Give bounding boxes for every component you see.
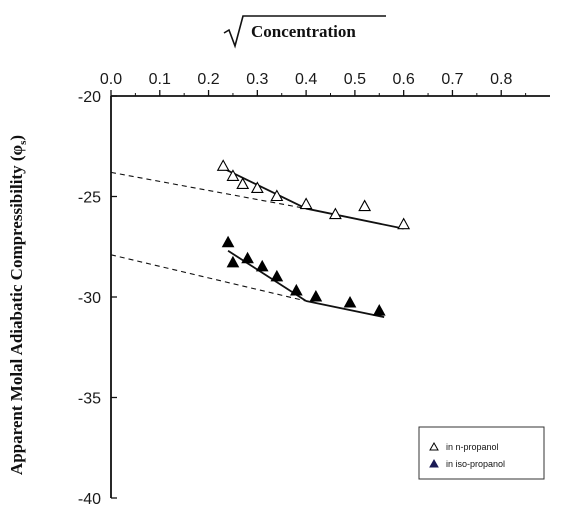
y-tick-label: -35 (78, 391, 101, 408)
legend-box (418, 426, 545, 480)
data-points (216, 159, 411, 316)
y-tick-label: -20 (78, 89, 101, 106)
open-triangle-point (250, 181, 264, 194)
filled-triangle-point (241, 251, 254, 264)
x-tick-label: 0.5 (344, 71, 366, 88)
open-triangle-point (358, 199, 372, 212)
filled-triangle-point (226, 255, 240, 268)
y-tick-label: -40 (78, 491, 101, 508)
x-tick-label: 0.8 (490, 71, 512, 88)
legend-label-n-propanol: in n-propanol (446, 442, 499, 452)
legend: in n-propanol in iso-propanol (418, 426, 545, 480)
x-tick-label: 0.7 (441, 71, 463, 88)
open-triangle-point (328, 207, 342, 220)
axes: 0.0 0.1 0.2 0.3 0.4 0.5 0.6 0.7 0.8 -20 -25 -30 -35 -… (78, 71, 550, 508)
open-triangle-point (299, 197, 313, 210)
filled-triangle-point (290, 283, 303, 296)
legend-label-iso-propanol: in iso-propanol (446, 459, 505, 469)
y-axis-label: Apparent Molal Adiabatic Compressibility… (7, 135, 29, 475)
x-tick-label: 0.3 (246, 71, 268, 88)
x-tick-label: 0.4 (295, 71, 317, 88)
x-tick-label: 0.6 (393, 71, 415, 88)
filled-triangle-point (343, 295, 357, 308)
filled-triangle-point (221, 235, 235, 248)
x-tick-label: 0.1 (149, 71, 171, 88)
x-tick-label: 0.2 (197, 71, 219, 88)
filled-triangle-point (309, 289, 323, 302)
y-axis-label-close: ) (7, 135, 26, 141)
fit-line-series-0 (305, 207, 404, 230)
x-axis-label: Concentration (251, 22, 356, 41)
open-triangle-point (226, 169, 240, 181)
open-triangle-point (397, 217, 411, 230)
filled-triangle-point (255, 259, 269, 272)
y-axis-label-text: Apparent Molal Adiabatic Compressibility… (7, 145, 26, 476)
open-triangle-point (236, 177, 250, 189)
x-tick-label: 0.0 (100, 71, 122, 88)
sqrt-sign (223, 15, 386, 49)
open-triangle-point (216, 159, 230, 171)
fit-line-series-1 (305, 300, 385, 318)
filled-triangle-point (372, 304, 386, 316)
y-axis-label-subscript: s (17, 140, 29, 145)
dashed-extrapolation-line-series-0 (110, 171, 307, 210)
dashed-extrapolation-line-series-1 (110, 254, 307, 302)
open-triangle-point (270, 189, 284, 202)
fit-line-series-0 (222, 167, 307, 210)
filled-triangle-point (270, 269, 284, 282)
x-axis-title: Concentration (223, 15, 386, 49)
y-tick-label: -25 (78, 190, 101, 207)
fit-lines (110, 167, 404, 318)
legend-marker-open-triangle (429, 441, 439, 451)
legend-marker-filled-triangle (429, 458, 439, 468)
y-tick-label: -30 (78, 290, 101, 307)
